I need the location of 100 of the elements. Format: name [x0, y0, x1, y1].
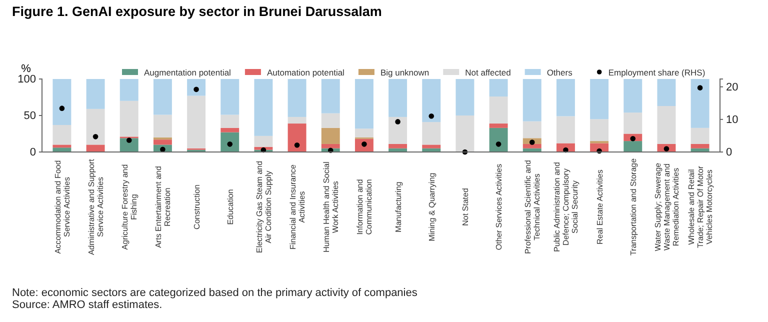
y-tick-label: 100: [18, 74, 36, 86]
bar: [220, 114, 240, 128]
bar: [489, 124, 508, 128]
bar: [456, 79, 474, 116]
legend-label: Big unknown: [380, 68, 430, 78]
bar: [690, 79, 710, 128]
bar: [388, 144, 408, 148]
bar: [86, 108, 105, 145]
bar: [422, 79, 441, 122]
bar: [690, 144, 710, 148]
bar: [690, 128, 710, 144]
bar: [254, 136, 273, 147]
bar: [657, 79, 676, 106]
legend-label: Automation potential: [266, 68, 345, 78]
x-tick-label: Other Services Activities: [494, 164, 504, 250]
bar: [187, 96, 206, 148]
bar: [624, 112, 642, 134]
bar: [288, 124, 306, 152]
bar: [354, 128, 374, 138]
bar: [288, 116, 306, 124]
point: [126, 138, 132, 143]
bar: [354, 138, 374, 152]
x-tick-label: Administrative and Support Service Activities: [87, 158, 106, 256]
point: [59, 106, 65, 111]
source-note: Source: AMRO staff estimates.: [12, 299, 162, 311]
y2-tick-label: 20: [726, 81, 738, 94]
x-tick-label: Construction: [192, 184, 202, 230]
bar: [220, 132, 240, 152]
bar: [556, 79, 575, 116]
point: [428, 114, 434, 119]
bar: [321, 144, 340, 148]
point: [395, 119, 400, 124]
x-tick-label: Agriculture Forestry and Fishing: [120, 164, 139, 250]
point: [294, 142, 300, 148]
bar: [321, 113, 340, 128]
bar: [354, 79, 374, 129]
bar: [624, 141, 642, 152]
bar: [590, 79, 609, 120]
x-tick-label: Professional Scientific and Technical Activities: [524, 160, 542, 254]
x-tick-label: Mining & Quarrying: [427, 172, 436, 242]
x-tick-label: Electricity Gas Steam and Air Condition Supply: [254, 160, 273, 254]
bar: [489, 96, 508, 124]
x-tick-label: Financial and Insurance Activities: [288, 164, 307, 250]
bar: [153, 79, 172, 115]
bar: [522, 121, 542, 138]
bar: [321, 128, 340, 144]
x-tick-label: Arts Entertainment and Recreation: [154, 166, 172, 248]
x-tick-label: Accommodation and Food Service Activities: [53, 160, 72, 254]
bar: [590, 119, 609, 142]
x-tick-label: Manufacturing: [394, 182, 403, 232]
bar: [624, 79, 642, 113]
y-tick-label: 0: [30, 146, 36, 159]
bar: [86, 79, 105, 109]
y2-tick-label: 10: [726, 114, 738, 126]
bar: [522, 79, 542, 122]
bar: [52, 148, 72, 152]
x-tick-label: Human Health and Social Work Activities: [322, 161, 340, 252]
text: Note: economic sectors are categorized based on the primary activity of companies: [12, 287, 418, 299]
x-tick-label: Not Stated: [460, 188, 470, 226]
legend-label: Employment share (RHS): [608, 68, 706, 78]
bar: [120, 100, 138, 137]
bar: [52, 79, 72, 125]
bar: [422, 144, 441, 148]
bar: [556, 116, 575, 144]
bar: [187, 79, 206, 96]
x-tick-label: Real Estate Activities: [595, 170, 604, 244]
bar: [489, 79, 508, 97]
bar: [220, 128, 240, 132]
bar: [52, 144, 72, 148]
y-tick-label: 50: [24, 110, 36, 122]
point: [529, 140, 535, 145]
y2-tick-label: 0: [726, 146, 732, 159]
chart-title: Figure 1. GenAI exposure by sector in Brunei Darussalam: [12, 4, 382, 19]
x-tick-label: Information and Communication: [356, 179, 374, 235]
legend-label: Not affected: [465, 68, 512, 78]
bar: [254, 79, 273, 136]
x-tick-label: Public Administration and Defence; Compulsory Social Security: [552, 162, 580, 252]
point: [92, 134, 98, 140]
bar: [220, 79, 240, 115]
bar: [52, 124, 72, 145]
legend-label: Augmentation potential: [144, 68, 232, 78]
bar: [86, 144, 105, 152]
bar: [388, 116, 408, 144]
legend-label: Others: [546, 68, 572, 78]
bar: [388, 79, 408, 117]
bar: [522, 144, 542, 148]
bar: [120, 79, 138, 101]
x-tick-label: Wholesale and Retail Trade; Repair Of Motor Vehicles Motorcycles: [687, 166, 714, 248]
point: [697, 85, 703, 90]
bar: [422, 122, 441, 145]
bar: [153, 137, 172, 140]
x-tick-label: Water Supply; Sewerage Waste Management and Remediation Activities: [653, 162, 680, 252]
bar: [321, 79, 340, 114]
bar: [153, 140, 172, 145]
bar: [288, 79, 306, 117]
bar: [657, 106, 676, 144]
bar: [456, 116, 474, 152]
x-tick-label: Transportation and Storage: [628, 158, 638, 256]
x-tick-label: Education: [226, 189, 235, 225]
point: [496, 142, 502, 147]
